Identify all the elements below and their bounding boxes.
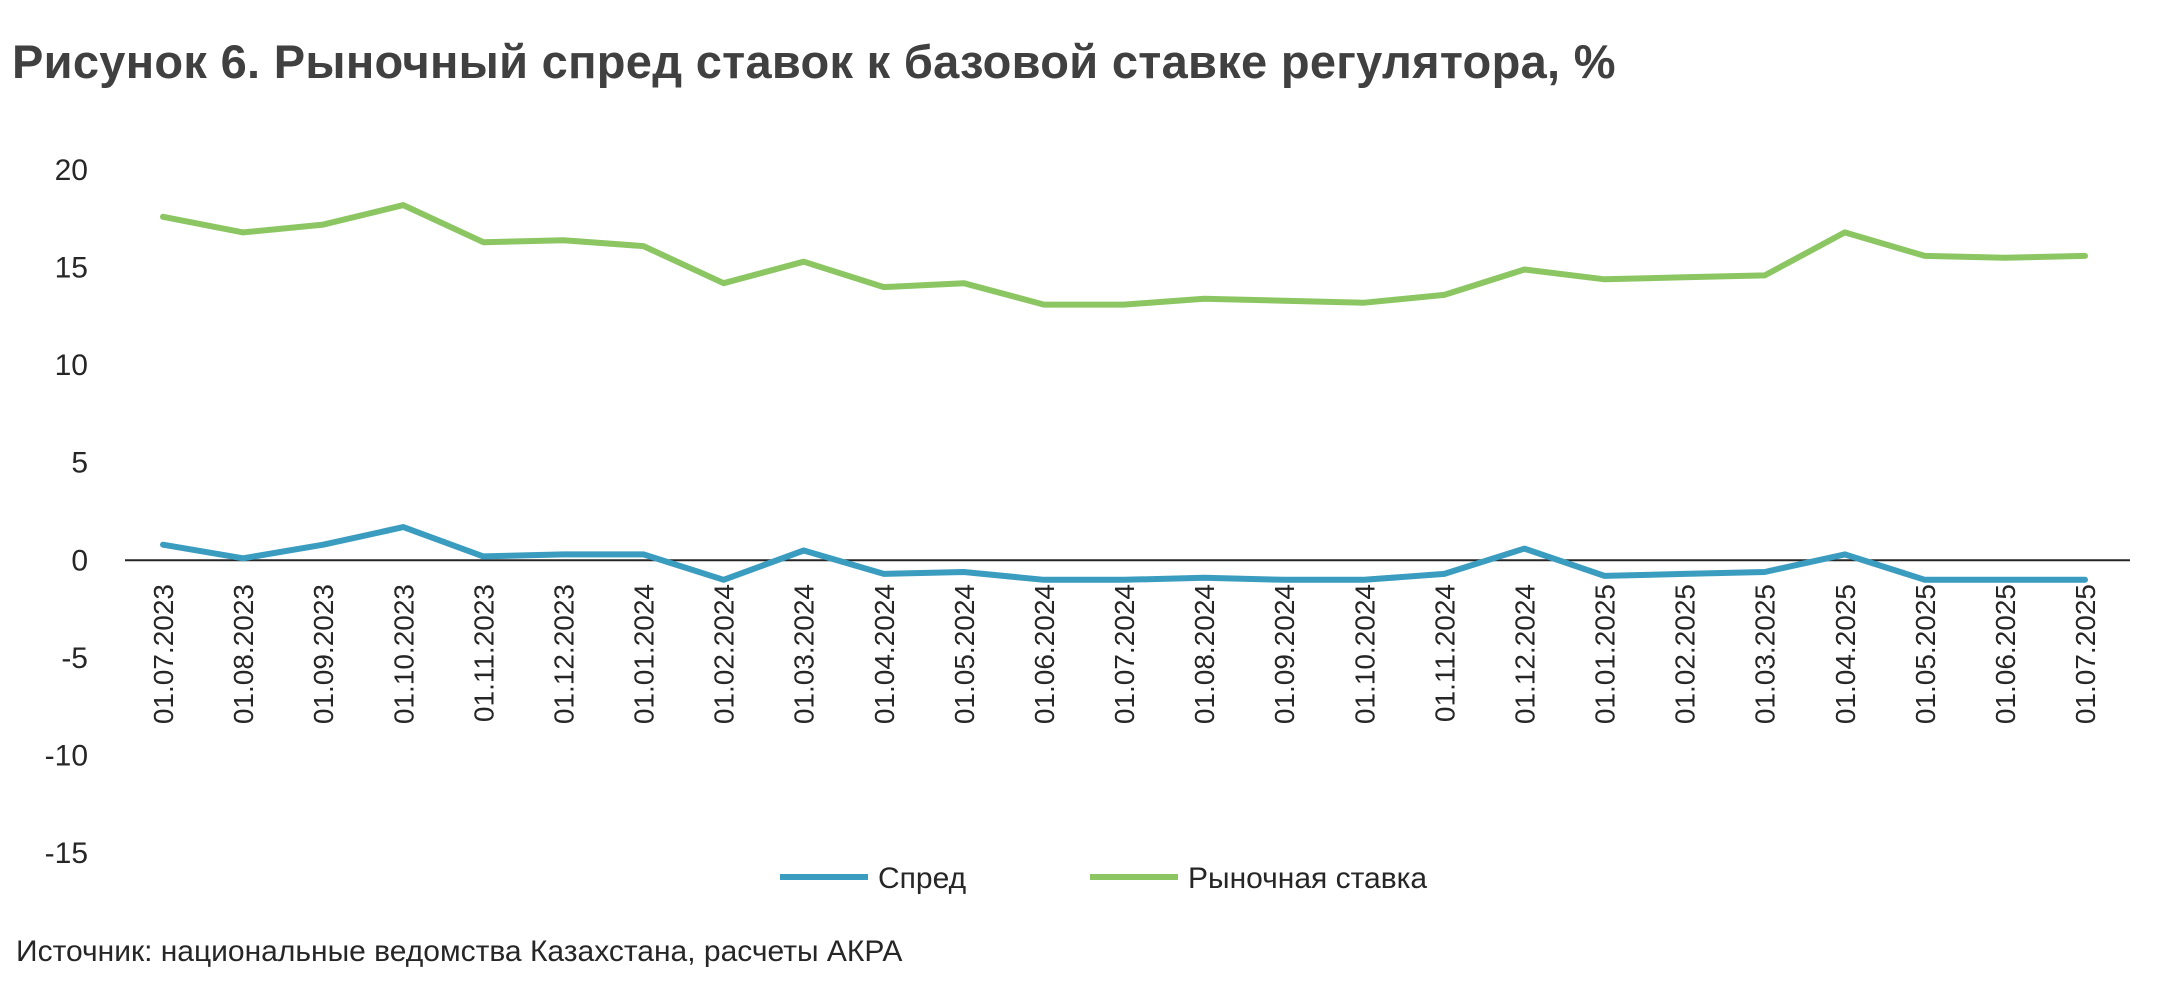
x-tick-label: 01.09.2023 xyxy=(308,584,339,724)
x-tick-label: 01.10.2024 xyxy=(1349,584,1380,724)
x-tick-label: 01.02.2024 xyxy=(709,584,740,724)
y-tick-label: 10 xyxy=(55,349,88,382)
x-tick-label: 01.08.2023 xyxy=(228,584,259,724)
y-tick-label: -10 xyxy=(45,739,88,772)
y-tick-label: -5 xyxy=(61,642,88,675)
x-tick-label: 01.07.2024 xyxy=(1109,584,1140,724)
legend: Спред Рыночная ставка xyxy=(780,862,1427,895)
x-tick-label: 01.04.2025 xyxy=(1830,584,1861,724)
x-tick-label: 01.08.2024 xyxy=(1189,584,1220,724)
x-tick-label: 01.07.2025 xyxy=(2070,584,2101,724)
chart-title: Рисунок 6. Рыночный спред ставок к базов… xyxy=(12,35,1616,88)
x-tick-label: 01.12.2024 xyxy=(1509,584,1540,724)
series-layer xyxy=(160,202,2088,583)
x-axis-ticks: 01.07.2023 01.08.2023 01.09.2023 01.10.2023… xyxy=(148,584,2101,724)
legend-label-1: Спред xyxy=(878,862,966,895)
x-tick-label: 01.01.2024 xyxy=(629,584,660,724)
x-tick-label: 01.11.2023 xyxy=(468,584,499,722)
x-tick-label: 01.01.2025 xyxy=(1590,584,1621,724)
x-tick-label: 01.03.2025 xyxy=(1750,584,1781,724)
x-tick-label: 01.10.2023 xyxy=(388,584,419,724)
x-tick-label: 01.06.2025 xyxy=(1990,584,2021,724)
x-tick-label: 01.03.2024 xyxy=(789,584,820,724)
y-tick-label: 20 xyxy=(55,154,88,187)
y-tick-label: 15 xyxy=(55,252,88,285)
x-tick-label: 01.05.2024 xyxy=(949,584,980,724)
x-tick-label: 01.12.2023 xyxy=(548,584,579,724)
x-tick-label: 01.02.2025 xyxy=(1670,584,1701,724)
x-tick-label: 01.07.2023 xyxy=(148,584,179,724)
x-tick-label: 01.11.2024 xyxy=(1429,584,1460,722)
y-tick-label: 0 xyxy=(71,544,88,577)
source-note: Источник: национальные ведомства Казахст… xyxy=(16,935,903,968)
x-tick-label: 01.06.2024 xyxy=(1029,584,1060,724)
y-axis-ticks: 20 15 10 5 0 -5 -10 -15 xyxy=(45,154,88,870)
x-tick-label: 01.04.2024 xyxy=(869,584,900,724)
legend-label-2: Рыночная ставка xyxy=(1188,862,1427,895)
x-tick-label: 01.09.2024 xyxy=(1269,584,1300,724)
y-tick-label: -15 xyxy=(45,837,88,870)
series-line-1 xyxy=(160,524,2088,583)
y-tick-label: 5 xyxy=(71,447,88,480)
series-line-2 xyxy=(160,202,2088,308)
x-tick-label: 01.05.2025 xyxy=(1910,584,1941,724)
